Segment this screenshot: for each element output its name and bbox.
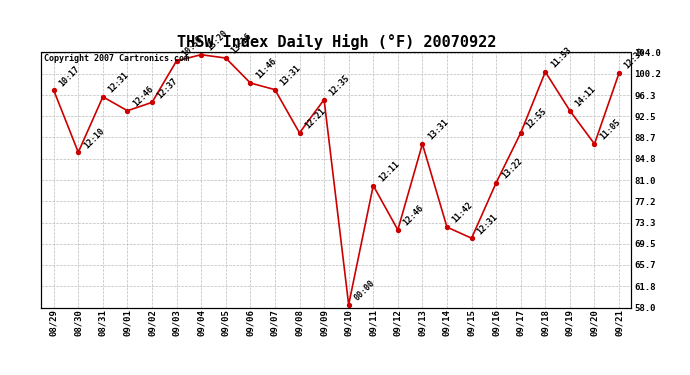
Point xyxy=(491,180,502,186)
Point xyxy=(417,141,428,147)
Point xyxy=(48,87,59,93)
Text: 10:56: 10:56 xyxy=(180,34,204,58)
Text: 13:31: 13:31 xyxy=(279,63,303,87)
Point xyxy=(122,108,133,114)
Text: 12:35: 12:35 xyxy=(328,74,352,98)
Text: 12:11: 12:11 xyxy=(377,159,401,183)
Point xyxy=(196,52,207,58)
Text: 11:05: 11:05 xyxy=(598,118,622,142)
Text: 13:22: 13:22 xyxy=(500,156,524,180)
Text: 12:37: 12:37 xyxy=(156,76,179,100)
Title: THSW Index Daily High (°F) 20070922: THSW Index Daily High (°F) 20070922 xyxy=(177,34,496,50)
Point xyxy=(97,94,108,100)
Point xyxy=(220,55,231,61)
Point xyxy=(613,70,624,76)
Text: 11:42: 11:42 xyxy=(451,201,475,225)
Text: 11:46: 11:46 xyxy=(254,57,278,81)
Text: 14:11: 14:11 xyxy=(573,84,598,108)
Text: 12:10: 12:10 xyxy=(82,126,106,150)
Point xyxy=(146,99,157,105)
Text: 12:30: 12:30 xyxy=(623,47,647,71)
Point xyxy=(319,97,330,103)
Text: 13:16: 13:16 xyxy=(230,32,253,56)
Point xyxy=(589,141,600,147)
Text: 11:53: 11:53 xyxy=(549,46,573,70)
Text: 13:31: 13:31 xyxy=(426,118,450,142)
Point xyxy=(368,183,379,189)
Point xyxy=(343,302,354,308)
Text: 12:31: 12:31 xyxy=(475,212,500,236)
Point xyxy=(393,227,404,233)
Text: 12:46: 12:46 xyxy=(131,84,155,108)
Text: 12:46: 12:46 xyxy=(402,204,426,228)
Point xyxy=(540,69,551,75)
Point xyxy=(466,235,477,241)
Point xyxy=(269,87,280,93)
Text: 12:55: 12:55 xyxy=(524,106,549,130)
Point xyxy=(245,80,256,86)
Text: 10:17: 10:17 xyxy=(57,64,81,88)
Point xyxy=(442,224,453,230)
Text: 12:21: 12:21 xyxy=(303,106,327,130)
Point xyxy=(72,149,83,155)
Point xyxy=(171,58,182,64)
Text: 00:00: 00:00 xyxy=(353,279,376,303)
Point xyxy=(294,130,305,136)
Point xyxy=(515,130,526,136)
Text: 12:31: 12:31 xyxy=(106,70,130,94)
Text: 13:20: 13:20 xyxy=(205,28,229,53)
Text: Copyright 2007 Cartronics.com: Copyright 2007 Cartronics.com xyxy=(44,54,189,63)
Point xyxy=(564,108,575,114)
